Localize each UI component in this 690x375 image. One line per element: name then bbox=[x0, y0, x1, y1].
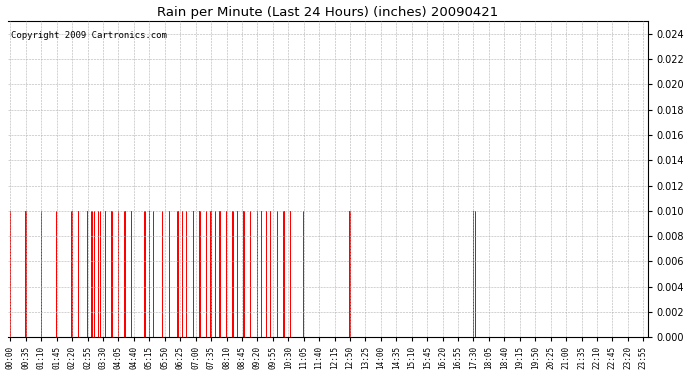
Bar bbox=[162, 211, 164, 337]
Bar bbox=[283, 211, 284, 337]
Bar bbox=[186, 211, 188, 337]
Bar bbox=[91, 211, 92, 337]
Bar bbox=[111, 211, 112, 337]
Bar bbox=[98, 211, 99, 337]
Bar bbox=[72, 211, 73, 337]
Bar bbox=[94, 211, 95, 337]
Bar bbox=[41, 211, 42, 337]
Bar bbox=[237, 211, 238, 337]
Bar bbox=[148, 211, 150, 337]
Bar bbox=[193, 211, 194, 337]
Bar bbox=[277, 211, 278, 337]
Bar bbox=[226, 211, 227, 337]
Bar bbox=[290, 211, 291, 337]
Bar bbox=[100, 211, 101, 337]
Bar bbox=[177, 211, 179, 337]
Bar bbox=[219, 211, 221, 337]
Bar bbox=[473, 211, 474, 337]
Bar bbox=[124, 211, 126, 337]
Bar bbox=[303, 211, 304, 337]
Bar bbox=[261, 211, 262, 337]
Bar bbox=[118, 211, 119, 337]
Bar bbox=[349, 211, 351, 337]
Bar bbox=[168, 211, 170, 337]
Bar bbox=[78, 211, 79, 337]
Bar bbox=[266, 211, 267, 337]
Bar bbox=[233, 211, 234, 337]
Bar bbox=[105, 211, 106, 337]
Bar bbox=[210, 211, 212, 337]
Bar bbox=[199, 211, 201, 337]
Bar bbox=[181, 211, 183, 337]
Bar bbox=[144, 211, 146, 337]
Title: Rain per Minute (Last 24 Hours) (inches) 20090421: Rain per Minute (Last 24 Hours) (inches)… bbox=[157, 6, 499, 18]
Bar bbox=[244, 211, 245, 337]
Bar bbox=[257, 211, 258, 337]
Bar bbox=[10, 211, 11, 337]
Bar bbox=[153, 211, 155, 337]
Text: Copyright 2009 Cartronics.com: Copyright 2009 Cartronics.com bbox=[12, 31, 167, 40]
Bar bbox=[215, 211, 216, 337]
Bar bbox=[206, 211, 207, 337]
Bar bbox=[56, 211, 57, 337]
Bar bbox=[87, 211, 88, 337]
Bar bbox=[475, 211, 476, 337]
Bar bbox=[270, 211, 271, 337]
Bar bbox=[131, 211, 132, 337]
Bar bbox=[250, 211, 251, 337]
